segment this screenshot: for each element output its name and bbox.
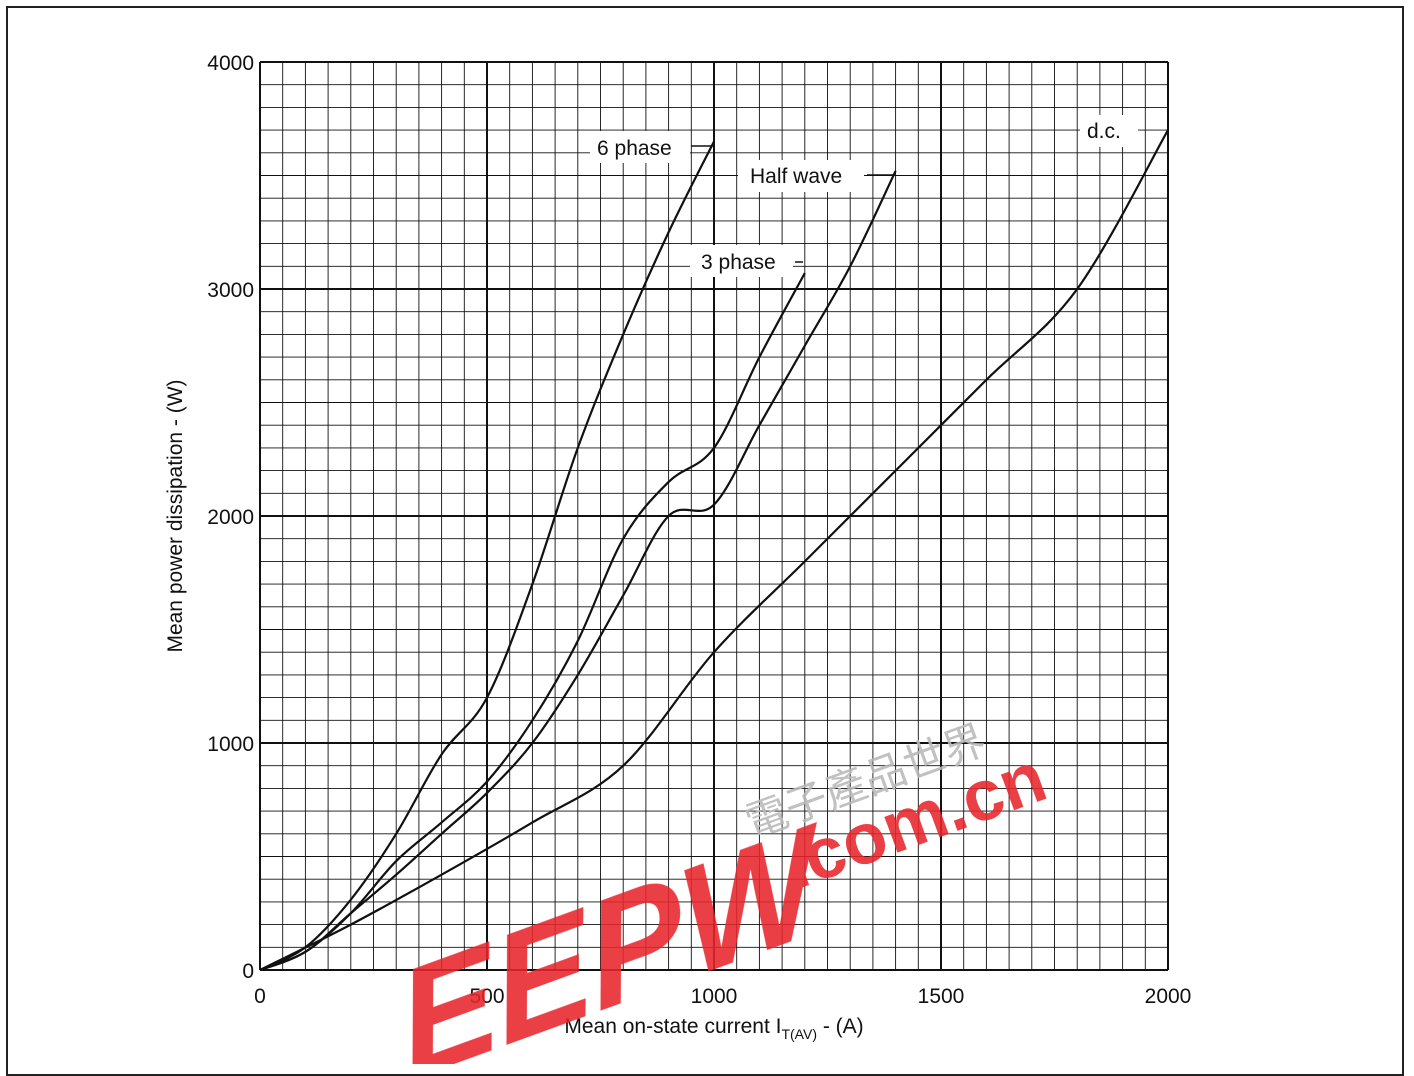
x-tick-label: 1500 bbox=[918, 985, 965, 1008]
label-dc: d.c. bbox=[1087, 120, 1121, 143]
y-axis-title: Mean power dissipation - (W) bbox=[164, 379, 187, 652]
x-tick-label: 1000 bbox=[691, 985, 738, 1008]
label-bg-dc bbox=[1080, 115, 1138, 147]
series-line-6-phase bbox=[259, 140, 715, 971]
y-tick-label: 3000 bbox=[207, 279, 254, 302]
y-tick-label: 0 bbox=[242, 960, 254, 983]
label-6-phase: 6 phase bbox=[597, 137, 672, 160]
tick-labels: 0 500 1000 1500 2000 0 1000 2000 3000 4000 bbox=[207, 52, 1191, 1008]
series-line-d-c bbox=[259, 129, 1169, 971]
series-labels: 6 phase Half wave 3 phase d.c. bbox=[590, 115, 1138, 277]
y-tick-label: 1000 bbox=[207, 733, 254, 756]
y-tick-label: 4000 bbox=[207, 52, 254, 75]
x-tick-label: 2000 bbox=[1145, 985, 1192, 1008]
label-half-wave: Half wave bbox=[750, 165, 842, 188]
x-axis-title-subscript: T(AV) bbox=[781, 1026, 817, 1042]
x-tick-label: 500 bbox=[469, 985, 504, 1008]
series-lines bbox=[259, 129, 1169, 972]
x-tick-label: 0 bbox=[254, 985, 266, 1008]
grid bbox=[259, 61, 1169, 971]
label-3-phase: 3 phase bbox=[701, 251, 776, 274]
label-bg-3phase bbox=[690, 245, 793, 277]
label-bg-halfwave bbox=[738, 160, 864, 192]
x-axis-title-main: Mean on-state current I bbox=[564, 1015, 781, 1038]
x-axis-title-unit: - (A) bbox=[817, 1015, 864, 1038]
y-tick-label: 2000 bbox=[207, 506, 254, 529]
label-bg-6phase bbox=[590, 131, 690, 163]
x-axis-title: Mean on-state current IT(AV) - (A) bbox=[564, 1015, 863, 1042]
series-line-half-wave bbox=[259, 170, 897, 972]
